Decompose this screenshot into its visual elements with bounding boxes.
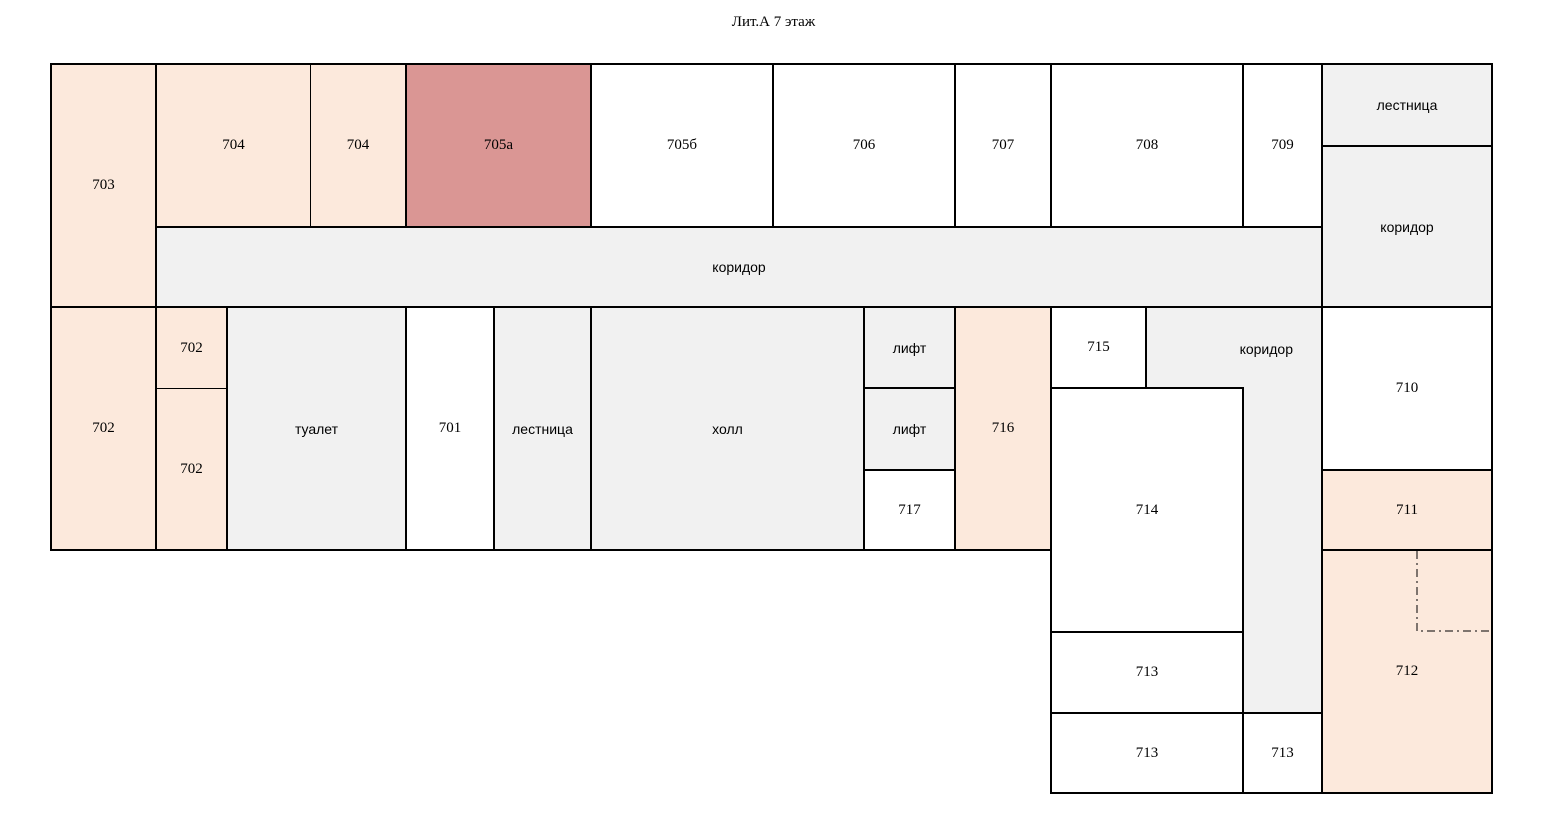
lift-2[interactable]: лифт: [863, 387, 956, 471]
room-712[interactable]: 712: [1321, 549, 1493, 794]
room-label: 707: [991, 137, 1015, 153]
room-713-south[interactable]: 713: [1050, 712, 1244, 794]
room-705b[interactable]: 705б: [590, 63, 774, 228]
lift-1[interactable]: лифт: [863, 306, 956, 389]
room-705a[interactable]: 705а: [405, 63, 592, 228]
room-label: холл: [712, 420, 743, 437]
stairs-north-east[interactable]: лестница: [1321, 63, 1493, 147]
room-713-north[interactable]: 713: [1050, 631, 1244, 714]
corridor-main[interactable]: коридор: [155, 226, 1323, 308]
room-708[interactable]: 708: [1050, 63, 1244, 228]
room-704-east[interactable]: 704: [310, 63, 407, 228]
room-label: 704: [346, 137, 370, 153]
room-label: лестница: [512, 420, 573, 437]
room-label: 713: [1135, 664, 1159, 680]
room-label: 702: [180, 339, 203, 356]
room-label: 709: [1271, 137, 1294, 153]
room-label: 713: [1135, 744, 1159, 761]
room-label: коридор: [712, 259, 766, 275]
room-label: 702: [180, 460, 203, 477]
room-label: 705б: [666, 137, 698, 153]
room-702-north[interactable]: 702: [155, 306, 228, 389]
room-714[interactable]: 714: [1050, 387, 1244, 633]
room-702-west[interactable]: 702: [50, 306, 157, 551]
room-703[interactable]: 703: [50, 63, 157, 308]
room-label: 716: [991, 420, 1015, 436]
room-715[interactable]: 715: [1050, 306, 1147, 389]
room-label: коридор: [1239, 341, 1293, 357]
room-label: 713: [1271, 744, 1294, 761]
room-label: туалет: [294, 420, 339, 437]
room-label: лифт: [892, 421, 927, 437]
room-label: 705а: [483, 137, 514, 153]
room-label: 702: [92, 420, 115, 436]
toilet[interactable]: туалет: [226, 306, 407, 551]
room-label: 703: [92, 177, 115, 193]
room-709[interactable]: 709: [1242, 63, 1323, 228]
room-label: лифт: [892, 339, 927, 356]
room-label: 708: [1135, 137, 1159, 153]
corridor-north-east[interactable]: коридор: [1321, 145, 1493, 308]
hall[interactable]: холл: [590, 306, 865, 551]
floor-title: Лит.А 7 этаж: [731, 14, 816, 30]
room-label: 701: [438, 420, 462, 436]
room-704-west[interactable]: 704: [155, 63, 312, 228]
room-717[interactable]: 717: [863, 469, 956, 551]
room-label: 711: [1396, 501, 1418, 518]
room-716[interactable]: 716: [954, 306, 1052, 551]
room-label: 712: [1395, 663, 1419, 679]
room-label: 704: [222, 137, 245, 153]
room-label: 714: [1135, 501, 1159, 518]
room-label: 715: [1087, 339, 1110, 355]
room-label: 717: [898, 501, 921, 518]
room-label: 710: [1395, 380, 1419, 396]
room-711[interactable]: 711: [1321, 469, 1493, 551]
room-707[interactable]: 707: [954, 63, 1052, 228]
room-702-south[interactable]: 702: [155, 388, 228, 551]
stairs-center[interactable]: лестница: [493, 306, 592, 551]
room-label: лестница: [1376, 97, 1438, 113]
room-label: 706: [852, 137, 876, 153]
room-710[interactable]: 710: [1321, 306, 1493, 471]
room-713-east[interactable]: 713: [1242, 712, 1323, 794]
room-label: коридор: [1380, 218, 1434, 235]
room-706[interactable]: 706: [772, 63, 956, 228]
room-701[interactable]: 701: [405, 306, 495, 551]
